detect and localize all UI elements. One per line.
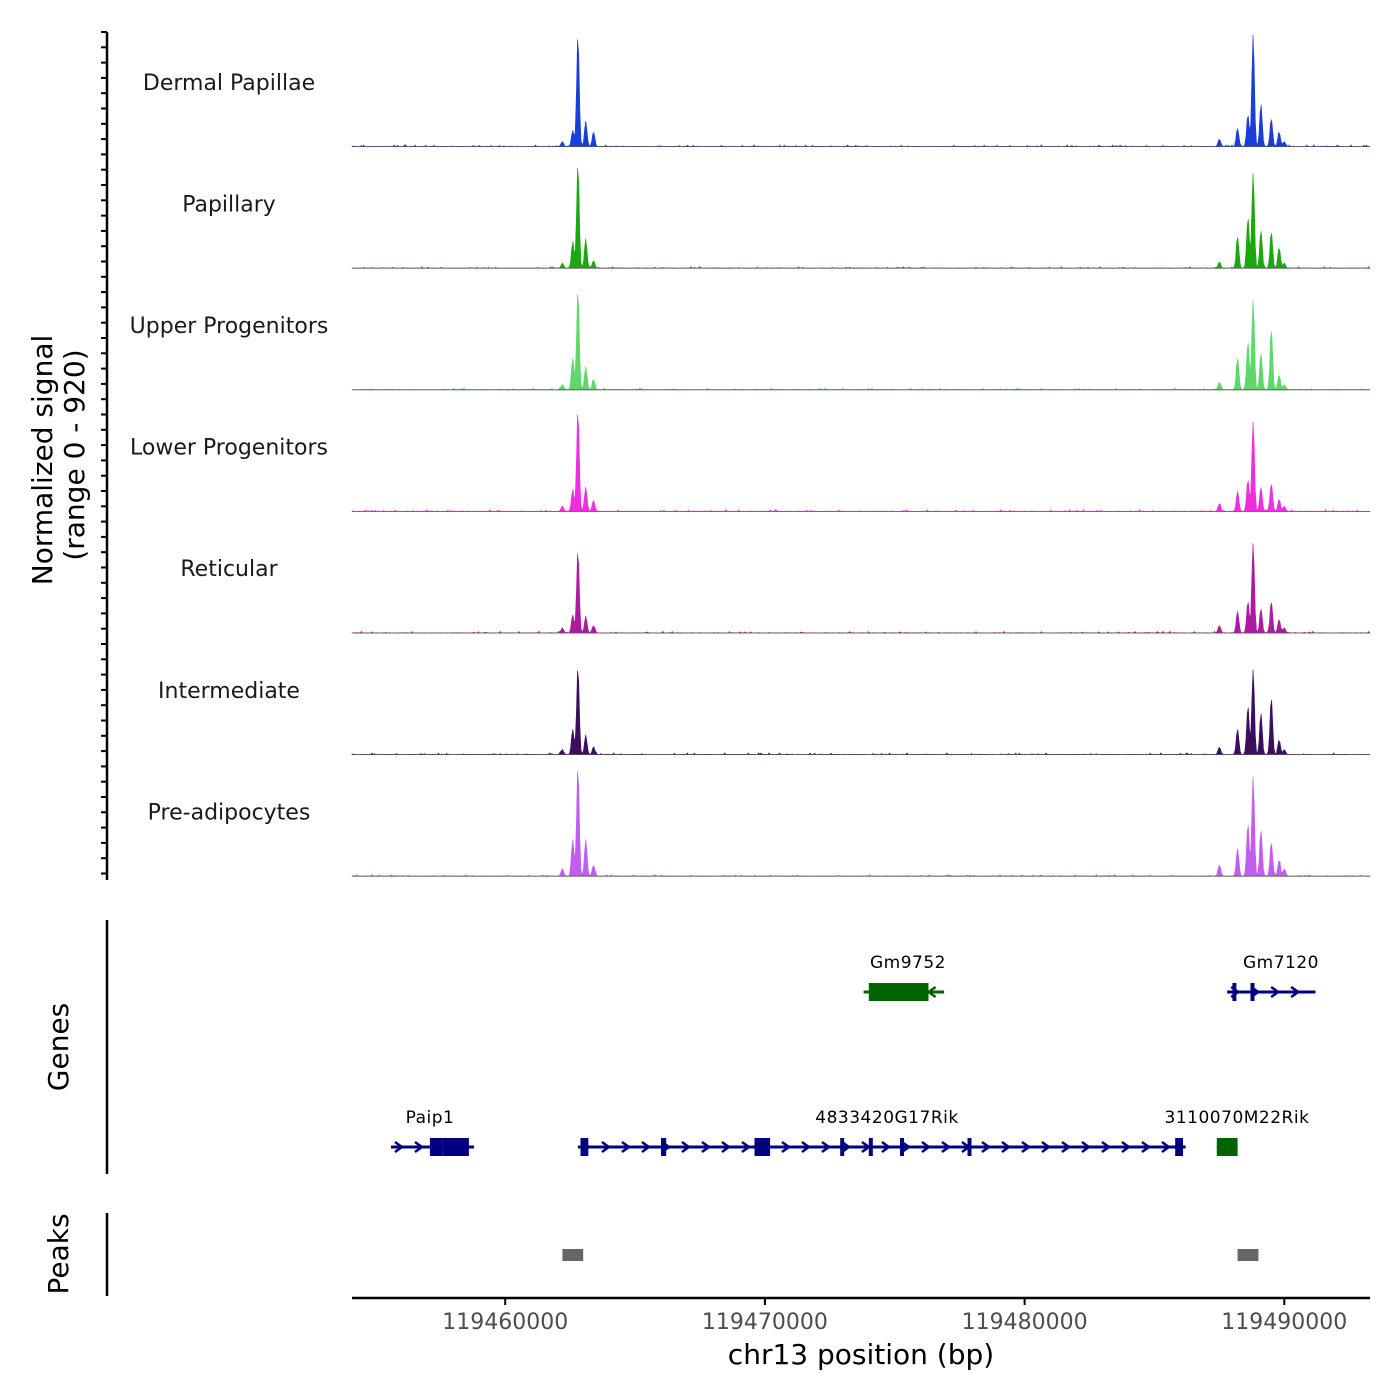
strand-chevron — [921, 1140, 932, 1154]
strand-chevron — [641, 1140, 652, 1154]
gene-exon — [868, 983, 929, 1001]
y-axis-range: (range 0 - 920) — [58, 349, 91, 560]
gene-exon — [967, 1138, 972, 1156]
gene-exon — [1175, 1138, 1183, 1156]
track-label: Dermal Papillae — [143, 71, 315, 96]
strand-chevron — [1290, 985, 1301, 999]
strand-chevron — [821, 1140, 832, 1154]
track-intermediate: Intermediate — [158, 669, 1371, 755]
y-axis-title: Normalized signal — [26, 335, 59, 586]
gene-label: 4833420G17Rik — [815, 1108, 958, 1128]
strand-chevron — [1041, 1140, 1052, 1154]
gene-4833420g17rik: 4833420G17Rik — [577, 1108, 1186, 1156]
strand-chevron — [1270, 985, 1281, 999]
strand-chevron — [881, 1140, 892, 1154]
gene-exon — [661, 1138, 667, 1156]
gene-exon — [429, 1138, 443, 1156]
strand-chevron — [601, 1140, 612, 1154]
strand-chevron — [841, 1140, 852, 1154]
track-pre-adipocytes: Pre-adipocytes — [148, 771, 1371, 877]
strand-chevron — [1081, 1140, 1092, 1154]
strand-chevron — [394, 1140, 405, 1154]
strand-chevron — [721, 1140, 732, 1154]
gene-gm9752: Gm9752 — [863, 953, 946, 1001]
strand-chevron — [414, 1140, 425, 1154]
peak-region — [1237, 1249, 1259, 1261]
gene-exon — [1250, 983, 1255, 1001]
strand-chevron — [1141, 1140, 1152, 1154]
x-tick-label: 119490000 — [1221, 1310, 1347, 1335]
gene-gm7120: Gm7120 — [1227, 953, 1319, 1001]
gene-exon — [754, 1138, 771, 1156]
strand-chevron — [741, 1140, 752, 1154]
track-label: Lower Progenitors — [130, 436, 328, 461]
track-label: Pre-adipocytes — [148, 800, 311, 825]
genes-panel-label: Genes — [42, 1003, 75, 1091]
track-papillary: Papillary — [182, 167, 1371, 269]
track-label: Intermediate — [158, 679, 300, 704]
coverage-y-axis-ticks — [101, 31, 107, 875]
gene-exon — [840, 1138, 845, 1156]
strand-chevron — [1001, 1140, 1012, 1154]
signal-area — [351, 167, 1371, 269]
strand-chevron — [781, 1140, 792, 1154]
gene-label: 3110070M22Rik — [1165, 1108, 1310, 1128]
strand-chevron — [1021, 1140, 1032, 1154]
peaks-track — [562, 1249, 1259, 1261]
strand-chevron — [901, 1140, 912, 1154]
gene-label: Gm9752 — [870, 953, 946, 973]
signal-area — [351, 34, 1371, 147]
track-label: Papillary — [182, 192, 276, 217]
peaks-panel-label: Peaks — [42, 1213, 75, 1294]
x-tick-label: 119480000 — [962, 1310, 1088, 1335]
track-label: Upper Progenitors — [130, 314, 329, 339]
strand-chevron — [981, 1140, 992, 1154]
strand-chevron — [941, 1140, 952, 1154]
strand-chevron — [621, 1140, 632, 1154]
peak-region — [562, 1249, 584, 1261]
gene-paip1: Paip1 — [390, 1108, 475, 1156]
genes-track: Paip1 4833420G17Rik Gm9752 Gm7120 3110070M22… — [390, 953, 1319, 1156]
strand-chevron — [1101, 1140, 1112, 1154]
track-dermal-papillae: Dermal Papillae — [143, 34, 1371, 148]
signal-area — [351, 669, 1371, 755]
x-tick-label: 119470000 — [702, 1310, 828, 1335]
gene-exon — [1232, 983, 1237, 1001]
gene-label: Gm7120 — [1243, 953, 1319, 973]
gene-label: Paip1 — [406, 1108, 455, 1128]
coverage-tracks: Dermal Papillae Papillary Upper Progenitor… — [130, 34, 1371, 877]
strand-chevron — [681, 1140, 692, 1154]
strand-chevron — [801, 1140, 812, 1154]
gene-exon — [1216, 1138, 1238, 1156]
gene-exon — [580, 1138, 589, 1156]
strand-chevron — [926, 985, 937, 999]
signal-area — [351, 294, 1371, 391]
strand-chevron — [1161, 1140, 1172, 1154]
gene-exon — [900, 1138, 904, 1156]
signal-area — [351, 543, 1371, 634]
signal-area — [351, 414, 1371, 512]
track-label: Reticular — [180, 557, 278, 582]
x-axis-title: chr13 position (bp) — [728, 1338, 994, 1371]
strand-chevron — [1121, 1140, 1132, 1154]
signal-area — [351, 771, 1371, 877]
track-lower-progenitors: Lower Progenitors — [130, 414, 1371, 512]
x-tick-label: 119460000 — [442, 1310, 568, 1335]
gene-exon — [442, 1138, 469, 1156]
strand-chevron — [701, 1140, 712, 1154]
gene-3110070m22rik: 3110070M22Rik — [1165, 1108, 1310, 1156]
gene-exon — [868, 1138, 873, 1156]
strand-chevron — [1061, 1140, 1072, 1154]
x-axis-ticks: 119460000 119470000 119480000 119490000 — [442, 1298, 1347, 1335]
track-upper-progenitors: Upper Progenitors — [130, 294, 1371, 391]
track-reticular: Reticular — [180, 543, 1371, 634]
